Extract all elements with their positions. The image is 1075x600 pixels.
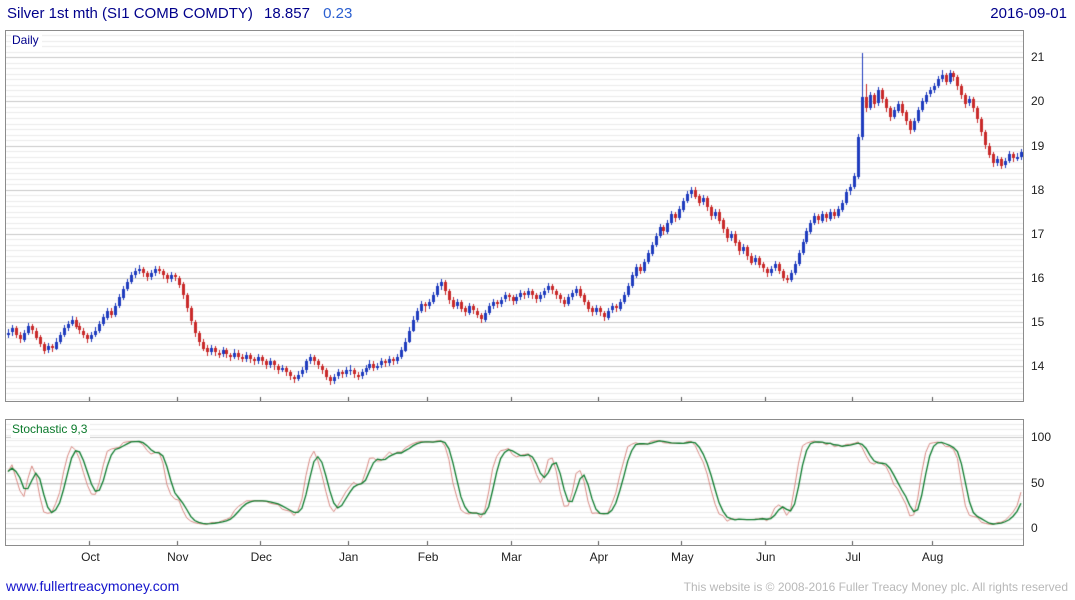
y-tick-label: 17 <box>1031 226 1045 241</box>
website-link[interactable]: www.fullertreacymoney.com <box>6 578 180 594</box>
y-tick-label: 15 <box>1031 314 1045 329</box>
time-axis: Oct Nov Dec Jan Feb Mar Apr May Jun Jul Aug <box>5 549 1024 567</box>
x-tick-label: May <box>670 550 694 564</box>
x-tick-label: Aug <box>921 550 944 564</box>
x-tick-label: Jul <box>845 550 861 564</box>
price-change: 0.23 <box>323 5 353 22</box>
y-tick-label: 0 <box>1031 521 1038 536</box>
chart-header: Silver 1st mth (SI1 COMB COMDTY) 18.857 … <box>0 0 1075 28</box>
price-y-axis: 14 15 16 17 18 19 20 21 <box>1026 30 1075 402</box>
x-tick-label: Feb <box>417 550 439 564</box>
y-tick-label: 50 <box>1031 475 1045 490</box>
title-block: Silver 1st mth (SI1 COMB COMDTY) 18.857 … <box>7 5 352 22</box>
x-tick-label: Dec <box>250 550 272 564</box>
copyright-text: This website is © 2008-2016 Fuller Treac… <box>683 580 1068 594</box>
chart-date: 2016-09-01 <box>990 5 1067 22</box>
stochastic-canvas <box>6 420 1023 545</box>
x-tick-label: Apr <box>589 550 609 564</box>
y-tick-label: 19 <box>1031 138 1045 153</box>
stochastic-label: Stochastic 9,3 <box>11 422 91 438</box>
x-tick-label: Oct <box>81 550 100 564</box>
price-chart-canvas <box>6 31 1023 401</box>
x-tick-label: Mar <box>501 550 522 564</box>
x-tick-label: Nov <box>167 550 189 564</box>
y-tick-label: 20 <box>1031 94 1045 109</box>
instrument-title: Silver 1st mth (SI1 COMB COMDTY) <box>7 5 253 22</box>
timeframe-label: Daily <box>11 33 42 49</box>
stochastic-y-axis: 0 50 100 <box>1026 419 1075 546</box>
x-tick-label: Jan <box>338 550 359 564</box>
last-price: 18.857 <box>264 5 310 22</box>
stochastic-panel: Stochastic 9,3 <box>5 419 1024 546</box>
x-tick-label: Jun <box>756 550 776 564</box>
footer: www.fullertreacymoney.com This website i… <box>0 572 1075 600</box>
y-tick-label: 16 <box>1031 270 1045 285</box>
y-tick-label: 18 <box>1031 182 1045 197</box>
y-tick-label: 100 <box>1031 429 1052 444</box>
y-tick-label: 21 <box>1031 50 1045 65</box>
price-panel: Daily <box>5 30 1024 402</box>
y-tick-label: 14 <box>1031 358 1045 373</box>
